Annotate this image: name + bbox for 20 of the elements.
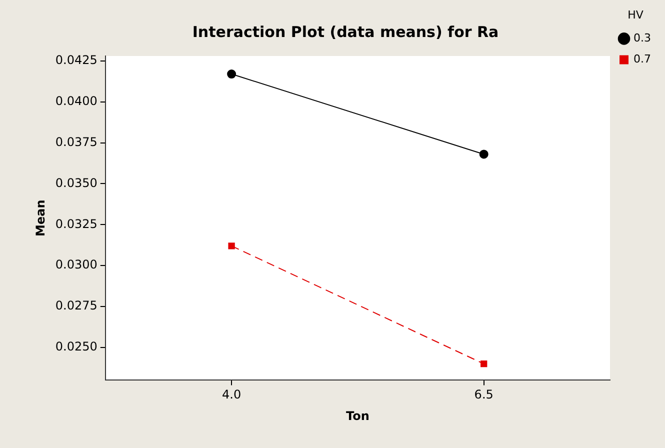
point (480, 360, 488, 368)
y-tick-label: 0.0375 (55, 134, 98, 149)
point (479, 150, 488, 159)
x-axis-title: Ton (346, 408, 370, 423)
x-tick-label: 4.0 (222, 388, 242, 402)
y-tick-label: 0.0425 (55, 53, 98, 68)
point (228, 242, 235, 250)
legend-title: HV (628, 8, 644, 22)
y-tick-label: 0.0250 (55, 340, 98, 354)
legend-label: 0.7 (634, 52, 652, 66)
y-tick-label: 0.0275 (55, 298, 98, 313)
point (227, 70, 236, 79)
y-tick-label: 0.0300 (55, 258, 98, 272)
y-tick-label: 0.0350 (55, 176, 98, 190)
y-axis-title: Mean (33, 200, 48, 236)
x-tick-label: 6.5 (474, 388, 494, 402)
legend-label: 0.3 (634, 32, 652, 45)
y-tick-label: 0.0400 (55, 94, 98, 108)
chart-title: Interaction Plot (data means) for Ra (192, 22, 499, 41)
y-tick-label: 0.0325 (55, 216, 98, 231)
